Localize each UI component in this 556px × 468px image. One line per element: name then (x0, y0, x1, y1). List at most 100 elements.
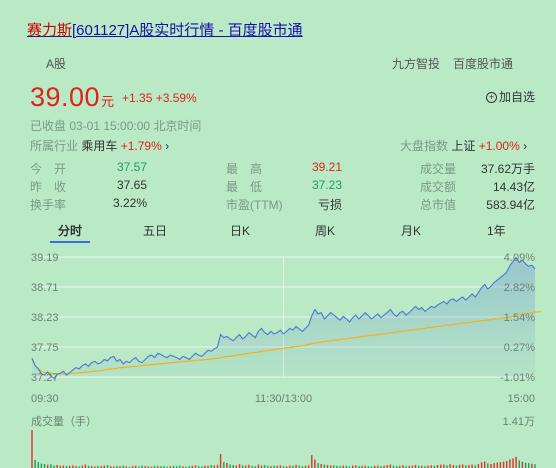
volume-bar (524, 462, 527, 468)
turnover-value: 3.22% (112, 196, 147, 210)
volume-bar (232, 465, 234, 468)
volume-bar (358, 466, 360, 468)
volume-bar (330, 465, 332, 468)
open-label: 今 开 (30, 162, 67, 176)
title-rest[interactable]: [601127]A股实时行情 - 百度股市通 (72, 22, 303, 39)
volume-bar (317, 463, 319, 468)
high-value: 39.21 (311, 160, 342, 174)
market-status: 已收盘 03-01 15:00:00 北京时间 (30, 119, 202, 133)
volume-bar (179, 465, 181, 468)
volume-bar (229, 464, 231, 468)
open-value: 37.57 (116, 160, 147, 174)
add-watchlist-button[interactable]: + 加自选 (486, 88, 535, 105)
industry-change: +1.79% (120, 139, 162, 153)
volume-bar (113, 466, 115, 468)
volume-bar (496, 462, 498, 468)
volume-bar (263, 465, 266, 468)
current-price: 39.00 (30, 82, 101, 112)
volume-bar (493, 463, 495, 468)
volume-bar (443, 464, 445, 468)
volume-bar (292, 465, 294, 468)
prev-close-label: 昨 收 (30, 180, 67, 194)
volume-bar (298, 465, 300, 468)
volume-bar (160, 466, 162, 468)
plus-circle-icon: + (486, 92, 497, 103)
y-tick-label: 37.75 (31, 342, 59, 354)
volume-bar (285, 466, 288, 468)
pct-tick-label: 1.54% (504, 312, 535, 324)
price-line (31, 256, 536, 380)
source-tag-1[interactable]: 九方智投 (392, 57, 441, 71)
volume-bar (276, 465, 278, 468)
volume-bar (241, 465, 244, 468)
volume-bar (304, 465, 307, 468)
amount-value: 14.43亿 (492, 180, 535, 194)
volume-bar (201, 466, 203, 468)
volume-bar (436, 465, 439, 468)
tab-daily-k[interactable]: 日K (230, 224, 251, 238)
volume-bar (109, 466, 112, 468)
volume-bar (251, 465, 253, 468)
volume-bar (307, 465, 310, 468)
tab-one-year[interactable]: 1年 (487, 224, 506, 238)
volume-bar (106, 465, 109, 468)
industry-link[interactable]: 所属行业 乘用车 +1.79% › (30, 137, 169, 154)
volume-bar (433, 465, 436, 468)
index-label: 大盘指数 (400, 139, 449, 153)
volume-bar (427, 465, 429, 468)
volume-bar (364, 465, 366, 468)
volume-bar (65, 466, 68, 468)
volume-bar (153, 465, 156, 468)
stock-name[interactable]: 赛力斯 (27, 22, 73, 39)
volume-bar (430, 465, 432, 468)
volume-bar (53, 465, 55, 468)
tab-monthly-k[interactable]: 月K (401, 224, 422, 238)
source-tag-2[interactable]: 百度股市通 (453, 57, 514, 71)
intraday-chart[interactable]: 39.19 38.71 38.23 37.75 37.27 4.09% 2.82% 1.54%… (0, 240, 556, 468)
volume-bar (389, 464, 392, 468)
volume-bar (166, 466, 168, 468)
volume-bar (424, 466, 426, 468)
volume-bar (147, 466, 149, 468)
volume-bar (515, 456, 517, 468)
volume-bar (518, 460, 520, 468)
volume-bar (506, 461, 508, 468)
volume-bar (47, 464, 49, 468)
volume-bar (361, 465, 363, 468)
volume-bar (386, 465, 388, 468)
tab-intraday[interactable]: 分时 (58, 224, 83, 238)
volume-bar (128, 466, 131, 468)
volume-bar (69, 465, 71, 468)
volume-bar (213, 465, 215, 468)
volume-bar (122, 465, 124, 468)
volume-bar (333, 465, 335, 468)
page-title-link[interactable]: 赛力斯[601127]A股实时行情 - 百度股市通 (27, 19, 303, 40)
tab-five-day[interactable]: 五日 (143, 224, 168, 238)
volume-bar (260, 465, 263, 468)
volume-bar (528, 463, 530, 468)
pct-tick-label: -1.01% (500, 372, 535, 384)
volume-bar (311, 455, 313, 468)
pct-tick-label: 2.82% (504, 282, 535, 294)
volume-bar (418, 465, 420, 468)
volume-bar (452, 465, 454, 468)
volume-bar (487, 463, 489, 468)
volume-bar (383, 465, 385, 468)
tab-weekly-k[interactable]: 周K (315, 224, 336, 238)
index-link[interactable]: 大盘指数 上证 +1.00% › (400, 137, 527, 154)
volume-bar (175, 466, 178, 468)
volume-bar (468, 465, 470, 468)
volume-bar (392, 465, 395, 468)
volume-bar (235, 465, 237, 468)
volume-bar (326, 465, 329, 468)
volume-bar (477, 464, 480, 468)
volume-bar (408, 465, 410, 468)
volume-bar (374, 465, 376, 468)
volume-bar (50, 464, 52, 468)
volume-bar (414, 465, 417, 468)
market-cap-label: 总市值 (420, 198, 457, 212)
low-value: 37.23 (311, 178, 342, 192)
volume-bar (157, 466, 159, 468)
volume-bar (348, 466, 351, 468)
volume-bar (97, 465, 99, 468)
